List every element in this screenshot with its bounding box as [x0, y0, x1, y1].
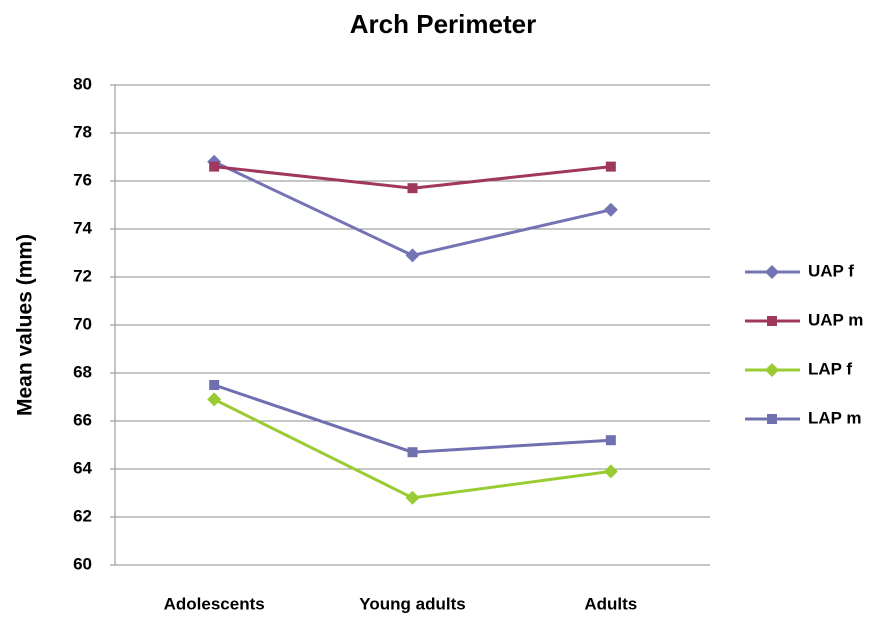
marker: [407, 447, 418, 458]
marker: [603, 464, 618, 479]
marker: [605, 161, 616, 172]
x-tick-label: Young adults: [359, 594, 465, 613]
legend-marker: [767, 316, 777, 326]
legend-label: UAP m: [808, 310, 863, 329]
marker: [207, 392, 222, 407]
y-tick-label: 60: [73, 554, 92, 573]
y-tick-label: 80: [73, 74, 92, 93]
marker: [407, 183, 418, 194]
series-line: [213, 383, 611, 454]
y-tick-label: 74: [73, 218, 92, 237]
y-tick-label: 62: [73, 506, 92, 525]
marker: [405, 490, 420, 505]
y-tick-label: 68: [73, 362, 92, 381]
marker: [209, 380, 220, 390]
marker: [209, 161, 220, 172]
legend-marker: [767, 414, 777, 424]
legend-label: LAP m: [808, 408, 862, 427]
marker: [603, 202, 618, 217]
y-tick-label: 66: [73, 410, 92, 429]
y-tick-label: 78: [73, 122, 92, 141]
marker: [405, 248, 420, 263]
y-tick-label: 70: [73, 314, 92, 333]
x-tick-label: Adolescents: [164, 594, 265, 613]
y-tick-label: 64: [73, 458, 92, 477]
marker: [605, 435, 616, 446]
legend-marker: [765, 363, 779, 377]
chart-title: Arch Perimeter: [350, 9, 536, 39]
y-tick-label: 72: [73, 266, 92, 285]
y-axis-label: Mean values (mm): [14, 234, 37, 416]
legend-label: UAP f: [808, 261, 854, 280]
legend-marker: [765, 265, 779, 279]
legend-label: LAP f: [808, 359, 852, 378]
x-tick-label: Adults: [584, 594, 637, 613]
y-tick-label: 76: [73, 170, 92, 189]
series-line: [213, 160, 612, 257]
